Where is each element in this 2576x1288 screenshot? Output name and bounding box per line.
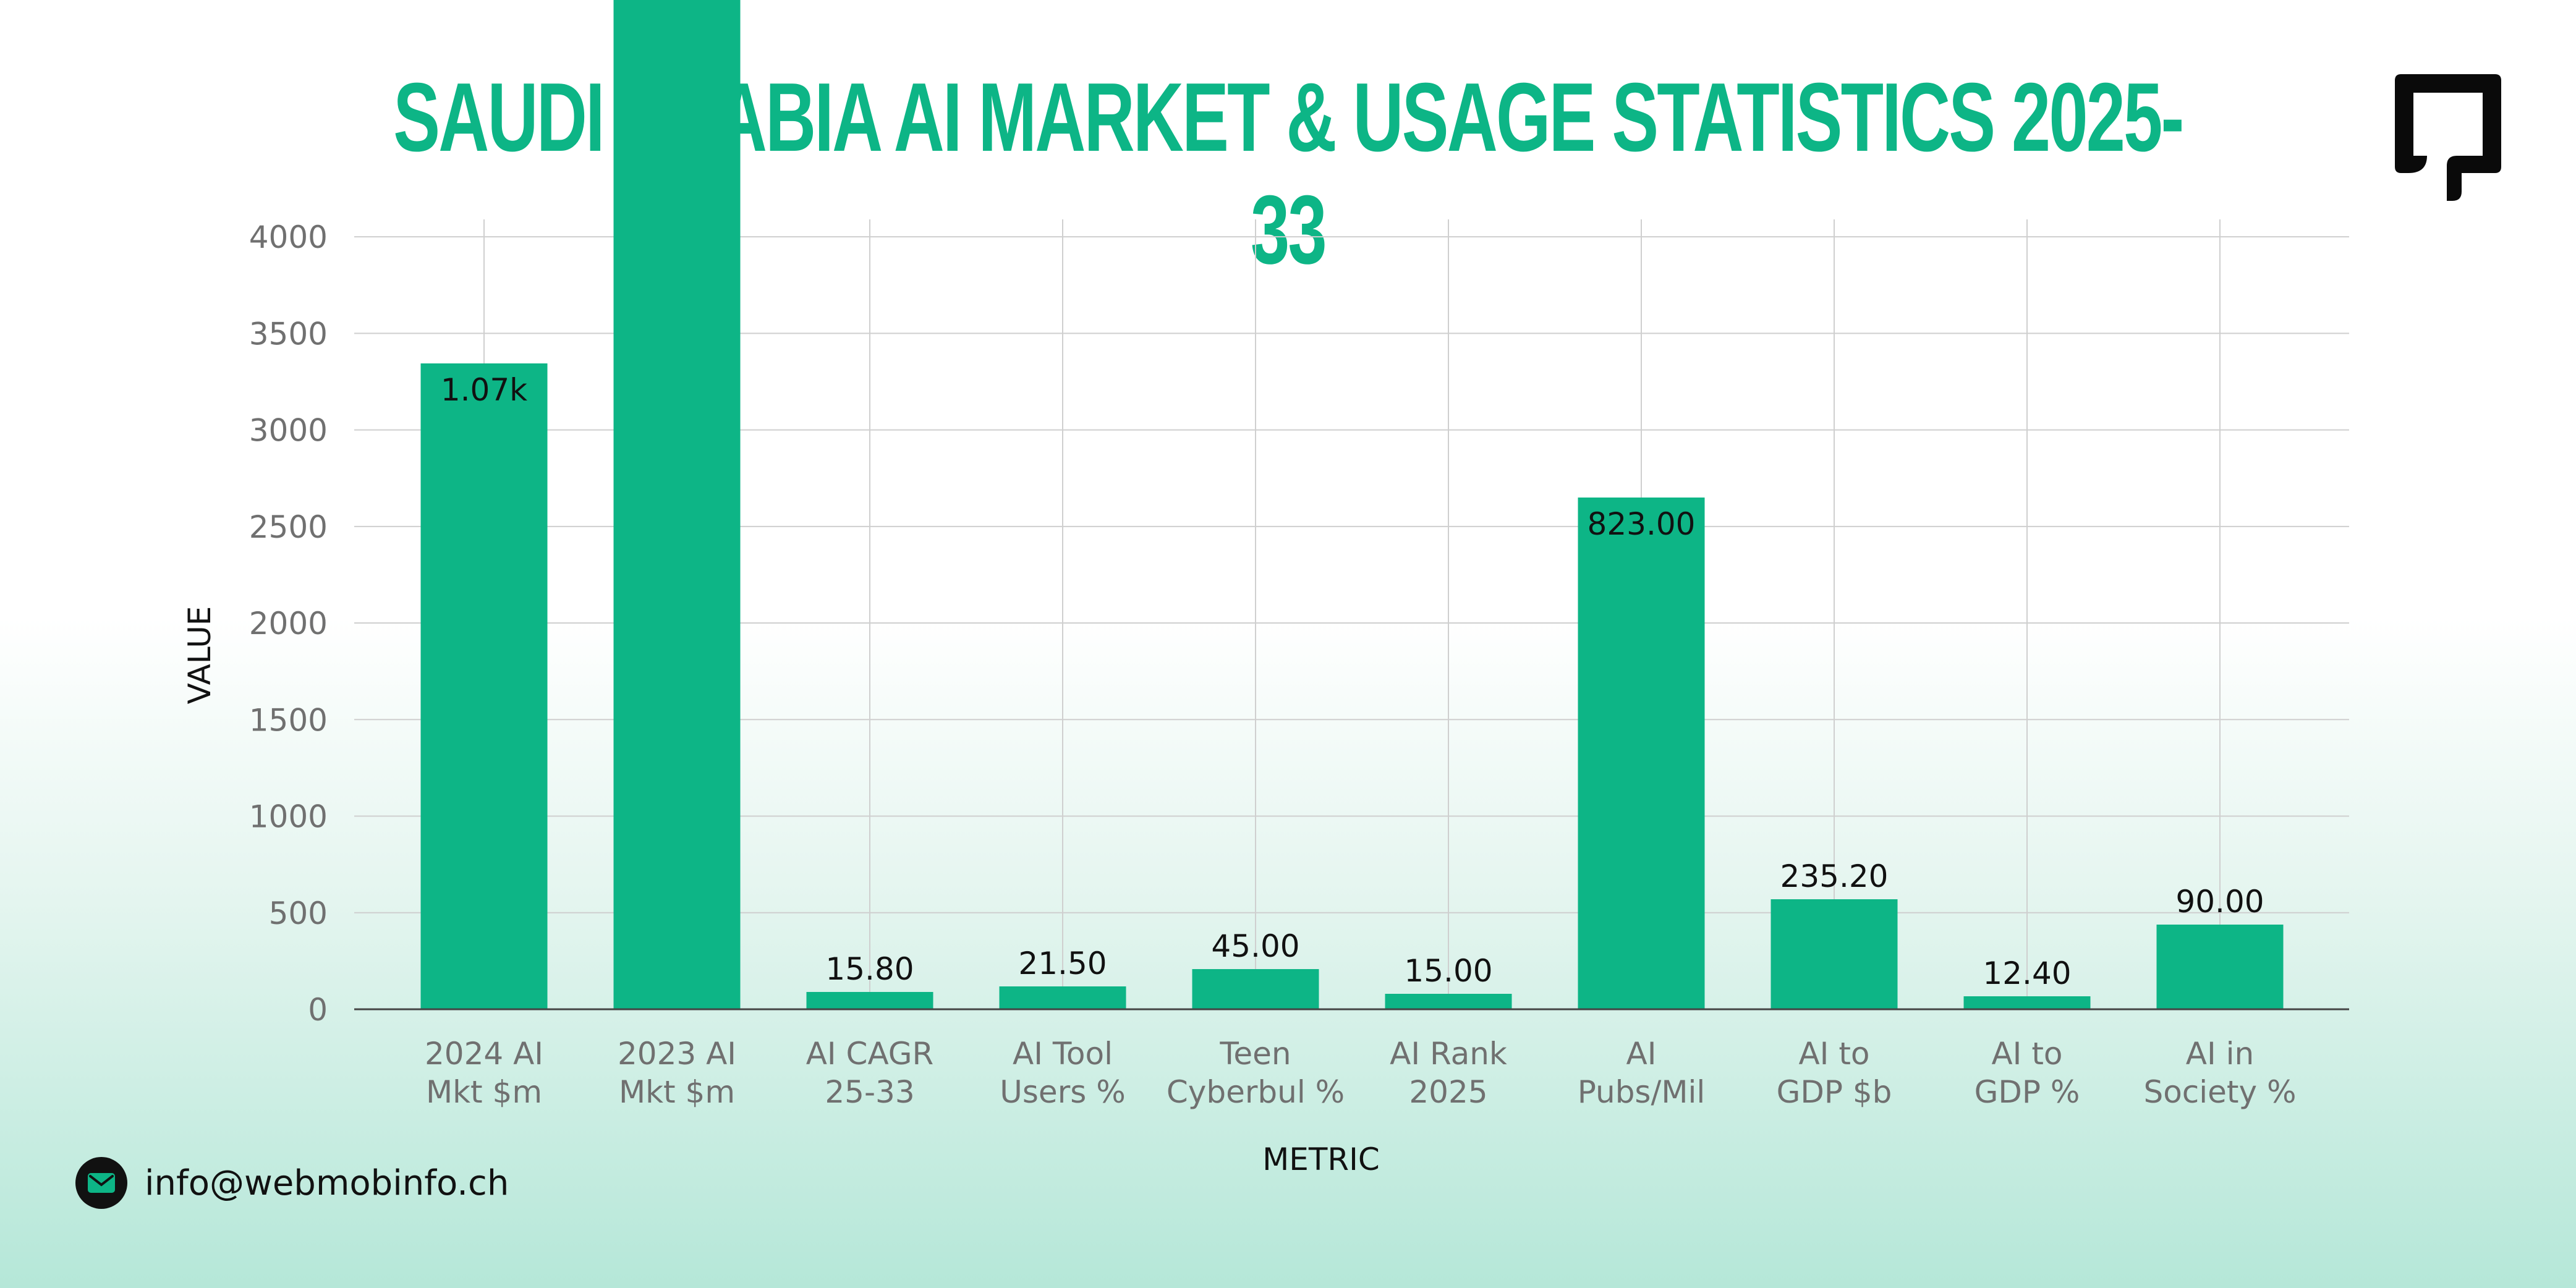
data-label: 823.00 [1588, 506, 1696, 542]
bar [1770, 899, 1898, 1009]
bar [1578, 498, 1705, 1009]
data-label: 1.07k [441, 372, 527, 408]
bar [999, 986, 1126, 1009]
y-tick-label: 4000 [249, 219, 328, 255]
data-label: 90.00 [2175, 884, 2264, 920]
brand-logo-icon [2395, 74, 2501, 201]
x-tick-label: Mkt $m [619, 1074, 735, 1110]
x-tick-label: AI to [1798, 1036, 1869, 1072]
bar [1963, 996, 2091, 1009]
x-tick-label: 2025 [1409, 1074, 1487, 1110]
x-tick-label: 25-33 [825, 1074, 914, 1110]
x-tick-label: 2024 AI [425, 1036, 543, 1072]
data-labels: 1.07k4.02k15.8021.5045.0015.00823.00235.… [441, 372, 2264, 991]
bar [613, 0, 741, 1009]
bars [420, 0, 2284, 1009]
y-tick-label: 2500 [249, 509, 328, 545]
x-tick-label: Mkt $m [426, 1074, 542, 1110]
contact-email[interactable]: info@webmobinfo.ch [145, 1163, 509, 1203]
x-tick-label: AI Tool [1013, 1036, 1113, 1072]
data-label: 235.20 [1780, 858, 1889, 894]
data-label: 12.40 [1983, 955, 2071, 991]
x-tick-label: AI in [2186, 1036, 2254, 1072]
x-tick-label: GDP $b [1777, 1074, 1892, 1110]
y-tick-label: 0 [308, 992, 328, 1028]
data-label: 45.00 [1211, 928, 1299, 964]
y-axis-label: VALUE [182, 606, 218, 705]
x-tick-label: AI [1626, 1036, 1657, 1072]
data-label: 21.50 [1018, 946, 1107, 981]
x-tick-label: Users % [1000, 1074, 1125, 1110]
y-tick-label: 1500 [249, 702, 328, 738]
x-tick-label: AI to [1991, 1036, 2062, 1072]
x-tick-label: Teen [1219, 1036, 1291, 1072]
x-tick-label: AI Rank [1390, 1036, 1507, 1072]
x-tick-label: AI CAGR [806, 1036, 934, 1072]
bar [1385, 994, 1512, 1009]
contact-info: info@webmobinfo.ch [75, 1157, 509, 1209]
bar [1192, 969, 1319, 1009]
y-tick-label: 3000 [249, 413, 328, 449]
x-tick-label: Society % [2143, 1074, 2296, 1110]
data-label: 15.80 [825, 951, 914, 987]
bar [806, 992, 933, 1009]
y-tick-label: 2000 [249, 606, 328, 642]
bar [2156, 925, 2284, 1009]
x-tick-label: GDP % [1975, 1074, 2080, 1110]
bar [420, 363, 548, 1009]
y-tick-label: 500 [269, 896, 328, 931]
x-tick-label: 2023 AI [618, 1036, 736, 1072]
x-tick-label: Pubs/Mil [1578, 1074, 1706, 1110]
x-axis-label: METRIC [1262, 1142, 1380, 1177]
y-tick-label: 1000 [249, 799, 328, 835]
y-axis-ticks: 0 500 1000 1500 2000 2500 3000 3500 4000 [249, 219, 328, 1028]
y-tick-label: 3500 [249, 316, 328, 352]
mail-icon [75, 1157, 127, 1209]
x-tick-label: Cyberbul % [1167, 1074, 1345, 1110]
data-label: 15.00 [1404, 953, 1492, 989]
